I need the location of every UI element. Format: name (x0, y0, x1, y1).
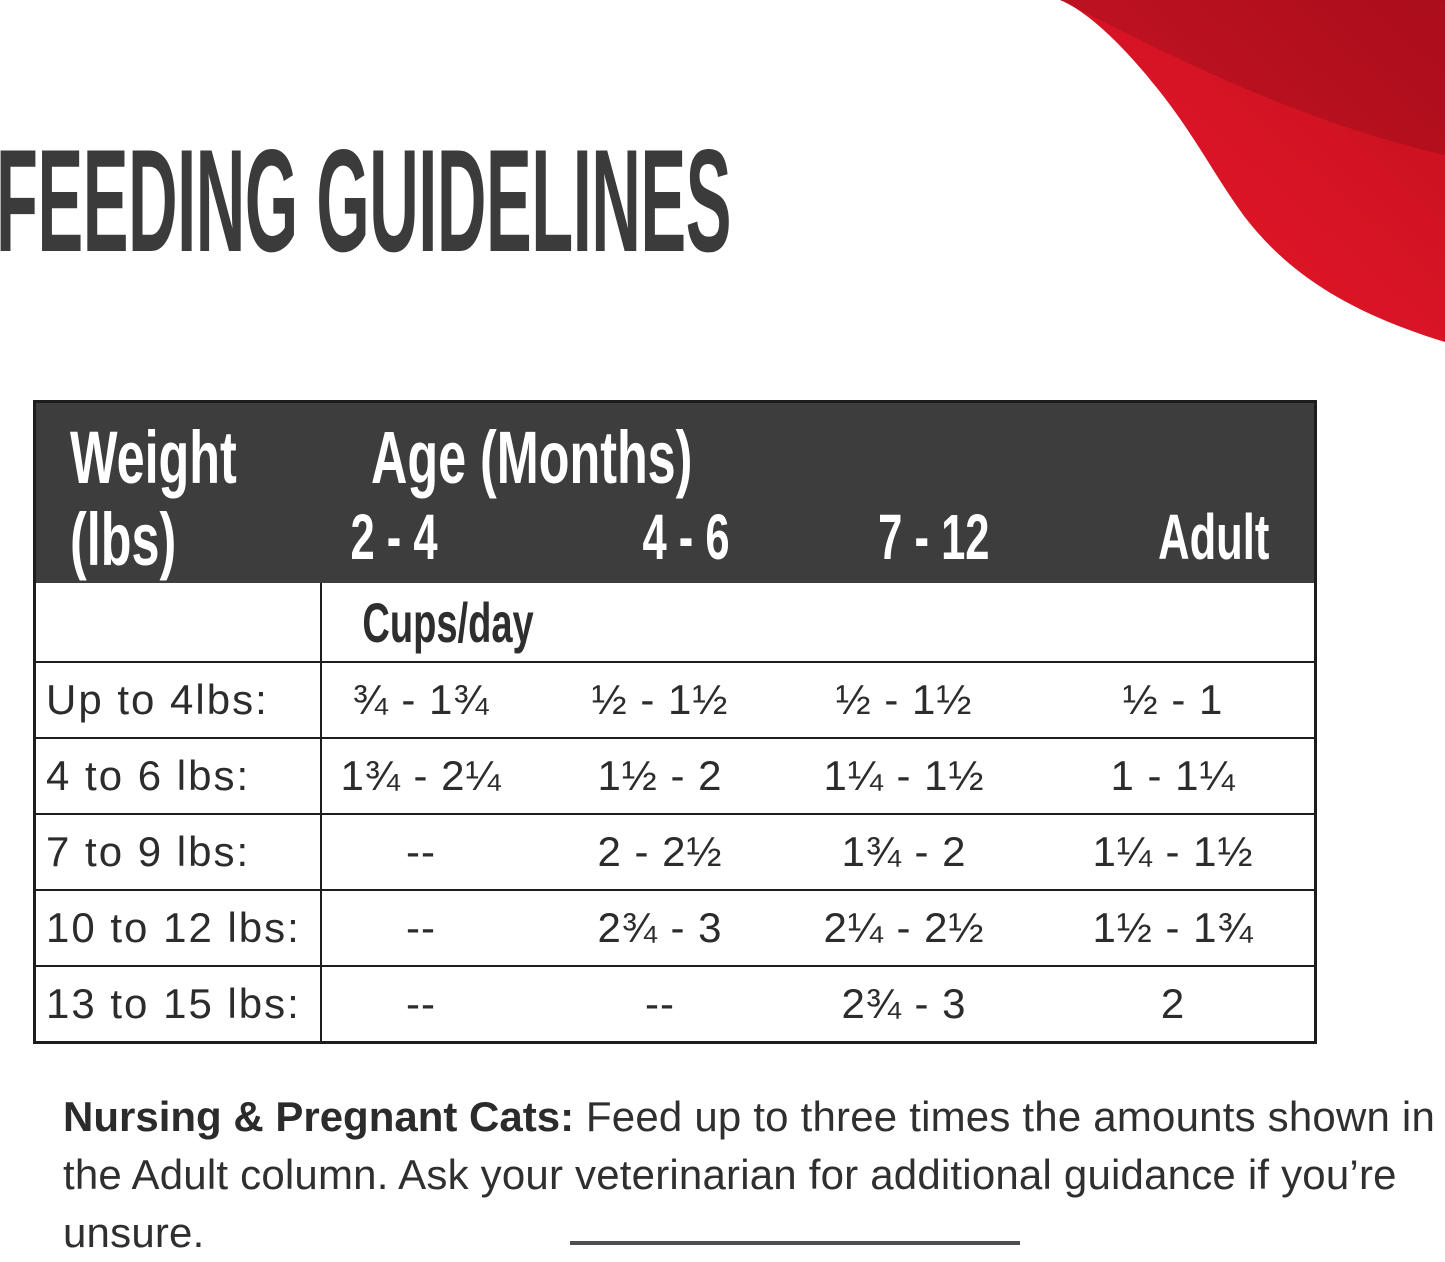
age-subheaders: 2 - 4 4 - 6 7 - 12 Adult (322, 495, 1314, 579)
nursing-note-lead: Nursing & Pregnant Cats: (63, 1093, 575, 1140)
cell-value: 1¾ - 2 (841, 828, 967, 875)
cell-value: 1¾ - 2¼ (340, 752, 502, 799)
page-title-text: FEEDING GUIDELINES (0, 119, 732, 282)
cell-value: 1¼ - 1½ (1092, 828, 1254, 875)
cell-value: ¾ - 1¾ (352, 676, 490, 723)
units-label-cell: Cups/day (322, 583, 574, 661)
cell-value: 1¼ - 1½ (823, 752, 985, 799)
cell-value: 1 - 1¼ (1110, 752, 1236, 799)
age-col-7-12: 7 - 12 (878, 501, 990, 573)
age-col-adult: Adult (1158, 501, 1270, 573)
age-group-header: Age (Months) (371, 416, 693, 499)
row-weight-label: Up to 4lbs: (36, 663, 322, 737)
row-weight-label: 7 to 9 lbs: (36, 815, 322, 889)
page-title: FEEDING GUIDELINES (0, 128, 1445, 274)
units-row-weight-cell (36, 583, 322, 661)
weight-column-header: Weight (70, 416, 237, 499)
table-row: Up to 4lbs: ¾ - 1¾ ½ - 1½ ½ - 1½ ½ - 1 (36, 661, 1314, 737)
cell-value: 1½ - 1¾ (1092, 904, 1254, 951)
units-row-values-area: Cups/day (322, 583, 1314, 661)
cell-value: 2¾ - 3 (841, 980, 967, 1027)
table-row: 4 to 6 lbs: 1¾ - 2¼ 1½ - 2 1¼ - 1½ 1 - 1… (36, 737, 1314, 813)
row-weight-label: 4 to 6 lbs: (36, 739, 322, 813)
cell-value: 2¾ - 3 (597, 904, 723, 951)
cell-value: 1½ - 2 (597, 752, 723, 799)
cell-value: 2¼ - 2½ (823, 904, 985, 951)
row-weight-label: 10 to 12 lbs: (36, 891, 322, 965)
table-row: 7 to 9 lbs: -- 2 - 2½ 1¾ - 2 1¼ - 1½ (36, 813, 1314, 889)
table-header: Weight (lbs) Age (Months) 2 - 4 4 - 6 7 … (36, 403, 1314, 583)
cell-value: ½ - 1½ (591, 676, 729, 723)
cell-value: ½ - 1½ (835, 676, 973, 723)
units-label: Cups/day (362, 590, 534, 654)
table-row: 13 to 15 lbs: -- -- 2¾ - 3 2 (36, 965, 1314, 1041)
cell-value: ½ - 1 (1122, 676, 1224, 723)
nursing-note-body: Feed up to three times the amounts shown… (63, 1093, 1436, 1256)
table-row: 10 to 12 lbs: -- 2¾ - 3 2¼ - 2½ 1½ - 1¾ (36, 889, 1314, 965)
cell-value: 2 - 2½ (597, 828, 723, 875)
feeding-guidelines-table: Weight (lbs) Age (Months) 2 - 4 4 - 6 7 … (33, 400, 1317, 1044)
age-col-4-6: 4 - 6 (642, 501, 730, 573)
cell-value: -- (406, 904, 436, 951)
weight-units-header: (lbs) (70, 498, 177, 581)
row-weight-label: 13 to 15 lbs: (36, 967, 322, 1041)
cell-value: -- (406, 980, 436, 1027)
units-row: Cups/day (36, 583, 1314, 661)
cell-value: -- (406, 828, 436, 875)
nursing-note: Nursing & Pregnant Cats: Feed up to thre… (63, 1088, 1445, 1262)
bottom-cutoff-line (570, 1241, 1020, 1245)
cell-value: -- (645, 980, 675, 1027)
age-col-2-4: 2 - 4 (350, 501, 438, 573)
cell-value: 2 (1160, 980, 1186, 1027)
